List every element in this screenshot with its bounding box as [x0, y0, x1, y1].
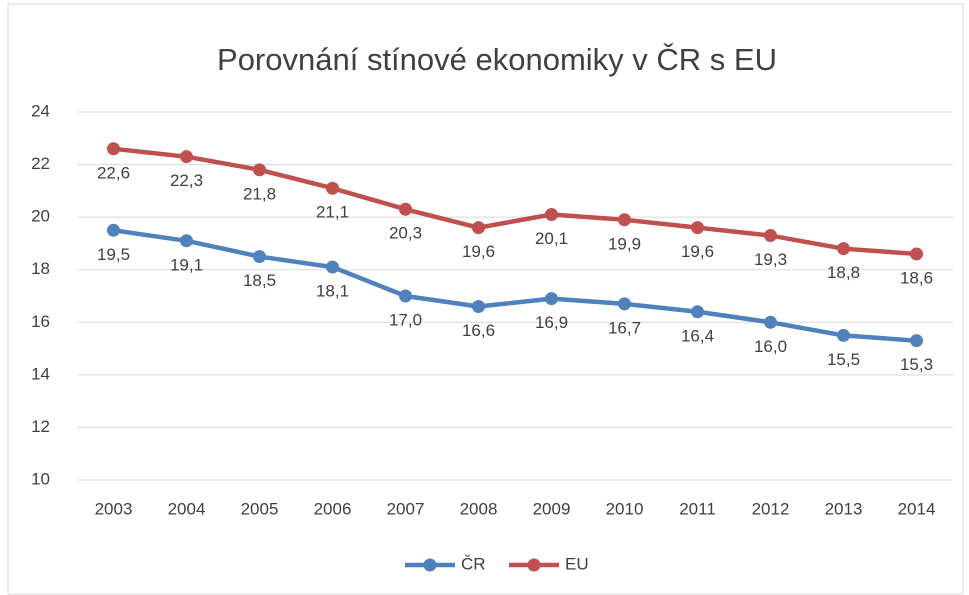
data-label: 18,5	[243, 271, 276, 290]
marker	[107, 142, 120, 156]
marker	[399, 202, 412, 216]
y-tick-label: 20	[31, 207, 50, 226]
marker	[326, 260, 339, 274]
chart-frame	[7, 3, 964, 595]
x-tick-label: 2013	[825, 499, 863, 518]
data-label: 18,6	[900, 268, 933, 287]
data-label: 21,8	[243, 184, 276, 203]
x-tick-label: 2004	[168, 499, 206, 518]
x-tick-label: 2012	[752, 499, 790, 518]
series-line	[113, 228, 917, 343]
data-label: 22,6	[97, 163, 130, 182]
x-tick-label: 2007	[387, 499, 425, 518]
x-tick-label: 2011	[679, 499, 716, 518]
marker	[910, 334, 923, 348]
marker	[180, 150, 193, 164]
marker	[691, 221, 704, 235]
series-line	[113, 146, 917, 257]
data-label: 19,3	[754, 250, 787, 269]
data-label: 16,7	[608, 318, 641, 337]
x-tick-label: 2006	[314, 499, 352, 518]
marker	[764, 315, 777, 329]
data-label: 18,1	[316, 282, 349, 301]
data-label: 18,8	[827, 263, 860, 282]
marker	[618, 297, 631, 311]
chart-title: Porovnání stínové ekonomiky v ČR s EU	[217, 42, 777, 77]
marker	[472, 300, 485, 314]
y-tick-label: 24	[31, 101, 50, 120]
data-label: 15,3	[900, 355, 933, 374]
x-tick-label: 2014	[898, 499, 936, 518]
y-tick-label: 10	[31, 469, 50, 488]
marker	[837, 328, 850, 342]
x-tick-label: 2010	[606, 499, 644, 518]
data-label: 19,5	[97, 245, 130, 264]
data-label: 20,1	[535, 229, 568, 248]
marker	[107, 223, 120, 237]
marker	[691, 305, 704, 319]
marker	[837, 242, 850, 256]
x-tick-label: 2005	[241, 499, 279, 518]
x-tick-label: 2003	[95, 499, 133, 518]
marker	[326, 181, 339, 195]
data-label: 16,6	[462, 321, 495, 340]
data-label: 21,1	[316, 203, 349, 222]
y-tick-label: 14	[31, 364, 50, 383]
legend-label: ČR	[461, 554, 486, 573]
marker	[545, 292, 558, 306]
data-label: 16,4	[681, 326, 714, 345]
data-label: 19,6	[681, 242, 714, 261]
y-tick-label: 22	[31, 154, 50, 173]
y-tick-label: 12	[31, 417, 50, 436]
marker	[180, 234, 193, 248]
data-label: 20,3	[389, 224, 422, 243]
marker	[618, 213, 631, 227]
data-label: 17,0	[389, 310, 422, 329]
y-tick-label: 16	[31, 312, 50, 331]
marker	[399, 289, 412, 303]
marker	[472, 221, 485, 235]
legend-label: EU	[565, 554, 589, 573]
x-tick-label: 2009	[533, 499, 571, 518]
data-label: 19,9	[608, 234, 641, 253]
marker	[764, 229, 777, 243]
marker	[545, 208, 558, 222]
legend-marker	[423, 558, 437, 572]
y-tick-label: 18	[31, 259, 50, 278]
marker	[253, 250, 266, 264]
data-label: 16,9	[535, 313, 568, 332]
data-label: 19,1	[170, 255, 203, 274]
x-tick-label: 2008	[460, 499, 498, 518]
marker	[910, 247, 923, 261]
legend-marker	[527, 558, 541, 572]
data-label: 19,6	[462, 242, 495, 261]
data-label: 16,0	[754, 337, 787, 356]
data-label: 15,5	[827, 350, 860, 369]
data-label: 22,3	[170, 171, 203, 190]
marker	[253, 163, 266, 177]
